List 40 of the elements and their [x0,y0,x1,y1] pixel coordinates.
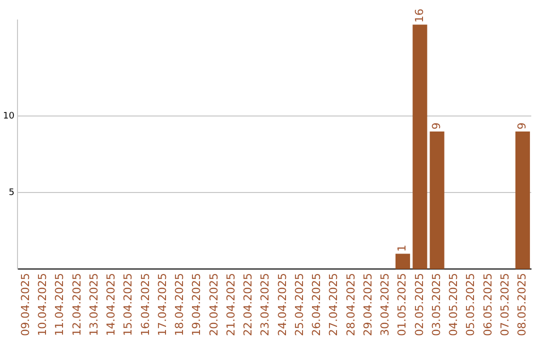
x-tick-label: 20.04.2025 [207,273,220,336]
x-tick-label: 25.04.2025 [292,273,306,336]
x-tick-label: 19.04.2025 [190,273,204,336]
data-label: 9 [516,122,529,130]
x-tick-label: 11.04.2025 [53,273,66,336]
x-tick-label: 17.04.2025 [156,273,169,336]
x-tick-label: 22.04.2025 [242,273,255,336]
x-tick-label: 27.04.2025 [327,273,340,336]
x-tick-label: 26.04.2025 [310,273,324,336]
y-tick-label: 10 [3,112,15,122]
x-tick-label: 03.05.2025 [430,273,443,336]
x-tick-label: 24.04.2025 [276,273,289,336]
x-tick-label: 09.04.2025 [18,273,32,336]
x-tick-label: 29.04.2025 [361,273,374,336]
y-tick-label: 5 [8,188,14,198]
data-label: 9 [430,122,443,130]
x-tick-label: 16.04.2025 [138,273,152,336]
x-tick-label: 10.04.2025 [36,273,49,336]
x-tick-label: 06.05.2025 [481,273,494,336]
x-tick-label: 08.05.2025 [516,273,529,336]
bar [412,24,428,270]
bar [396,254,410,270]
data-label: 1 [396,244,409,252]
x-tick-label: 13.04.2025 [87,273,100,336]
x-tick-label: 28.04.2025 [344,273,358,336]
x-tick-label: 21.04.2025 [224,273,238,336]
bar [430,132,444,270]
x-tick-label: 07.05.2025 [498,273,512,336]
x-tick-label: 18.04.2025 [173,273,186,336]
x-tick-label: 05.05.2025 [464,273,478,336]
x-tick-label: 01.05.2025 [396,273,409,336]
x-tick-label: 15.04.2025 [122,273,135,336]
x-tick-label: 12.04.2025 [70,273,84,336]
x-tick-label: 02.05.2025 [412,273,426,336]
x-tick-label: 04.05.2025 [447,273,460,336]
x-tick-label: 30.04.2025 [378,273,392,336]
x-tick-label: 23.04.2025 [258,273,272,336]
data-label: 16 [412,8,426,23]
x-tick-label: 14.04.2025 [104,273,118,336]
bar [515,132,530,270]
